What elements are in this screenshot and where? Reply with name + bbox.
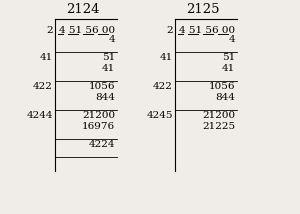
Text: 2: 2 [167, 26, 173, 35]
Text: 2125: 2125 [186, 3, 220, 16]
Text: 1056: 1056 [208, 82, 235, 91]
Text: 51: 51 [222, 53, 235, 62]
Text: 4244: 4244 [26, 111, 53, 120]
Text: 4: 4 [108, 35, 115, 44]
Text: 4224: 4224 [88, 140, 115, 149]
Text: 422: 422 [33, 82, 53, 91]
Text: 21225: 21225 [202, 122, 235, 131]
Text: 41: 41 [102, 64, 115, 73]
Text: 16976: 16976 [82, 122, 115, 131]
Text: 2: 2 [46, 26, 53, 35]
Text: 41: 41 [160, 53, 173, 62]
Text: 4: 4 [228, 35, 235, 44]
Text: 844: 844 [95, 93, 115, 102]
Text: 41: 41 [222, 64, 235, 73]
Text: 41: 41 [40, 53, 53, 62]
Text: 4245: 4245 [146, 111, 173, 120]
Text: 2124: 2124 [66, 3, 100, 16]
Text: 21200: 21200 [82, 111, 115, 120]
Text: 844: 844 [215, 93, 235, 102]
Text: 1056: 1056 [88, 82, 115, 91]
Text: 4 51 56 00: 4 51 56 00 [179, 26, 235, 35]
Text: 4 51 56 00: 4 51 56 00 [59, 26, 115, 35]
Text: 422: 422 [153, 82, 173, 91]
Text: 51: 51 [102, 53, 115, 62]
Text: 21200: 21200 [202, 111, 235, 120]
